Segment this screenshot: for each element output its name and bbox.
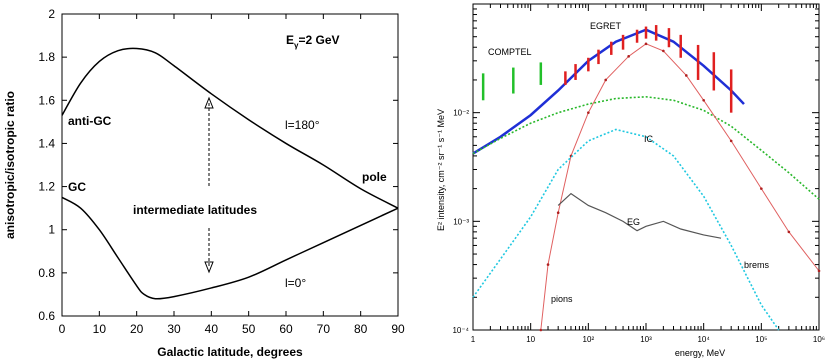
left-y-axis-label: anisotropic/isotropic ratio [3,91,17,239]
gc-label: GC [68,180,86,194]
left-x-tick-label: 70 [317,322,331,336]
right-y-tick-label: 10⁻³ [453,217,469,226]
left-y-tick-label: 1.8 [38,50,55,64]
left-y-tick-label: 0.8 [38,266,55,280]
l0-label: l=0° [285,276,306,290]
series-point-pions [702,98,705,102]
egret-label: EGRET [590,21,622,31]
left-y-tick-label: 1.4 [38,136,55,150]
series-point-pions [817,269,821,273]
right-x-tick-label: 10³ [640,335,652,344]
down-arrow-head [204,261,214,274]
series-point-pions [685,74,688,77]
left-x-tick-label: 80 [354,322,368,336]
right-x-tick-label: 10² [583,335,595,344]
right-x-tick-label: 10⁶ [813,335,825,344]
left-y-tick-label: 1 [48,223,55,237]
ic-label: IC [644,134,654,144]
series-point-pions [539,328,543,332]
series-line-brems [472,128,780,331]
left-y-ticks: 0.6 0.8 1 1.2 1.4 1.6 1.8 2 [38,7,398,323]
series-point-pions [627,55,630,58]
left-x-tick-label: 60 [279,322,293,336]
series-line-l180 [61,47,399,209]
series-point-pions [787,230,791,234]
pions-label: pions [551,294,573,304]
series-point-pions [729,139,733,143]
l180-label: l=180° [285,118,320,132]
series-line-l0 [61,196,399,300]
left-x-tick-label: 40 [205,322,219,336]
right-x-tick-label: 10⁵ [755,335,767,344]
right-axis-ticks: 1 10 10² 10³ 10⁴ 10⁵ 10⁶ 10⁻⁴ 10⁻³ 10⁻² [452,4,825,344]
series-line-eg [557,192,722,239]
series-line-ic [472,95,820,200]
left-y-tick-label: 1.6 [38,93,55,107]
pole-label: pole [362,170,387,184]
left-y-tick-label: 0.6 [38,309,55,323]
left-x-ticks: 0 10 20 30 40 50 60 70 80 90 [59,14,405,336]
brems-label: brems [744,260,770,270]
up-arrow-head [204,96,214,109]
left-x-tick-label: 20 [130,322,144,336]
left-x-tick-label: 90 [391,322,405,336]
right-x-tick-label: 10⁴ [697,335,710,344]
series-point-pions [604,78,607,82]
energy-annotation: Eγ=2 GeV [286,33,340,50]
right-y-tick-label: 10⁻² [453,109,469,118]
left-x-axis-label: Galactic latitude, degrees [157,345,303,359]
left-series [61,47,399,300]
series-point-pions [556,211,560,215]
left-y-tick-label: 1.2 [38,180,55,194]
right-data-points [481,25,733,113]
right-series [472,28,821,332]
series-line-pions [540,43,820,331]
series-point-pions [587,111,590,114]
anti-gc-label: anti-GC [68,114,112,128]
right-x-tick-label: 1 [471,335,476,344]
right-x-axis-label: energy, MeV [675,348,725,358]
intermediate-latitudes-label: intermediate latitudes [133,203,257,217]
series-point-pions [644,42,648,46]
left-x-tick-label: 50 [242,322,256,336]
right-chart: 1 10 10² 10³ 10⁴ 10⁵ 10⁶ 10⁻⁴ 10⁻³ 10⁻² energy, M… [436,3,825,358]
left-plot-frame [61,13,399,317]
right-y-tick-label: 10⁻⁴ [452,326,469,335]
right-x-tick-label: 10 [526,335,535,344]
left-x-tick-label: 10 [93,322,107,336]
series-point-pions [546,263,550,266]
left-chart: 0 10 20 30 40 50 60 70 80 90 0.6 0.8 1 1.2 1.4 1.6 1.8 2… [3,7,405,359]
series-point-pions [760,187,763,190]
series-point-pions [662,49,665,53]
comptel-label: COMPTEL [488,47,532,57]
left-y-tick-label: 2 [48,7,55,21]
left-x-tick-label: 30 [167,322,181,336]
left-x-tick-label: 0 [59,322,66,336]
right-y-axis-label: E² intensity, cm⁻² sr⁻¹ s⁻¹ MeV [436,109,446,231]
eg-label: EG [627,217,640,227]
